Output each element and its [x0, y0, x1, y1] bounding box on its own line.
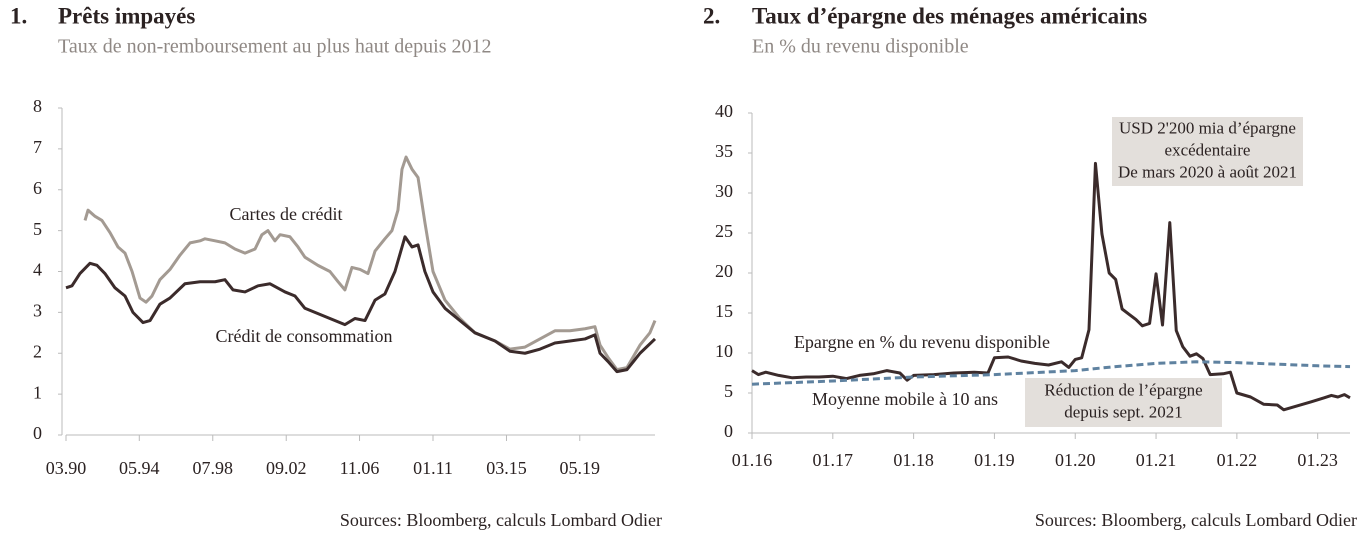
series-label: Cartes de crédit [230, 204, 343, 224]
x-tick-label: 01.19 [974, 450, 1015, 470]
x-tick-label: 01.17 [813, 450, 854, 470]
chart-title: Prêts impayés [58, 3, 195, 28]
source: Sources: Bloomberg, calculs Lombard Odie… [340, 510, 662, 530]
chart-subtitle: En % du revenu disponible [752, 36, 969, 58]
y-tick-label: 20 [715, 261, 733, 281]
y-tick-label: 35 [715, 141, 733, 161]
y-tick-label: 0 [33, 423, 42, 443]
y-tick-label: 0 [724, 421, 733, 441]
y-tick-label: 5 [724, 381, 733, 401]
y-tick-label: 15 [715, 301, 733, 321]
chart-number: 2. [703, 3, 720, 28]
x-tick-label: 01.20 [1055, 450, 1096, 470]
x-tick-label: 05.19 [560, 458, 601, 478]
y-tick-label: 7 [33, 137, 42, 157]
chart-number: 1. [10, 3, 27, 28]
x-tick-label: 05.94 [119, 458, 160, 478]
annotation: excédentaire [1165, 140, 1251, 159]
annotation-box [1025, 378, 1222, 427]
chart-title: Taux d’épargne des ménages américains [752, 3, 1147, 28]
series-line [83, 155, 657, 372]
series-line [751, 360, 1351, 386]
annotation-box [1112, 117, 1303, 186]
y-tick-label: 4 [33, 260, 42, 280]
x-tick-label: 01.18 [893, 450, 934, 470]
x-tick-label: 01.11 [413, 458, 453, 478]
x-tick-label: 09.02 [266, 458, 307, 478]
annotation: depuis sept. 2021 [1064, 402, 1183, 421]
annotation: De mars 2020 à août 2021 [1118, 162, 1297, 181]
y-tick-label: 25 [715, 221, 733, 241]
series-label: Moyenne mobile à 10 ans [812, 389, 998, 409]
chart-subtitle: Taux de non-remboursement au plus haut d… [58, 36, 492, 58]
series-line [751, 161, 1351, 412]
y-tick-label: 10 [715, 341, 733, 361]
y-tick-label: 8 [33, 96, 42, 116]
annotation: USD 2'200 mia d’épargne [1119, 118, 1296, 137]
x-tick-label: 01.23 [1297, 450, 1338, 470]
y-tick-label: 3 [33, 301, 42, 321]
x-tick-label: 01.21 [1136, 450, 1177, 470]
series-line [65, 235, 657, 374]
y-tick-label: 2 [33, 341, 42, 361]
series-label: Crédit de consommation [216, 326, 393, 346]
y-tick-label: 40 [715, 101, 733, 121]
y-tick-label: 1 [33, 382, 42, 402]
y-tick-label: 5 [33, 219, 42, 239]
y-tick-label: 6 [33, 178, 42, 198]
x-tick-label: 01.16 [732, 450, 773, 470]
y-tick-label: 30 [715, 181, 733, 201]
source: Sources: Bloomberg, calculs Lombard Odie… [1035, 510, 1357, 530]
x-tick-label: 11.06 [340, 458, 380, 478]
x-tick-label: 03.15 [486, 458, 527, 478]
x-tick-label: 07.98 [193, 458, 234, 478]
x-tick-label: 01.22 [1217, 450, 1258, 470]
x-tick-label: 03.90 [46, 458, 87, 478]
series-label: Epargne en % du revenu disponible [794, 332, 1050, 352]
annotation: Réduction de l’épargne [1044, 380, 1202, 399]
